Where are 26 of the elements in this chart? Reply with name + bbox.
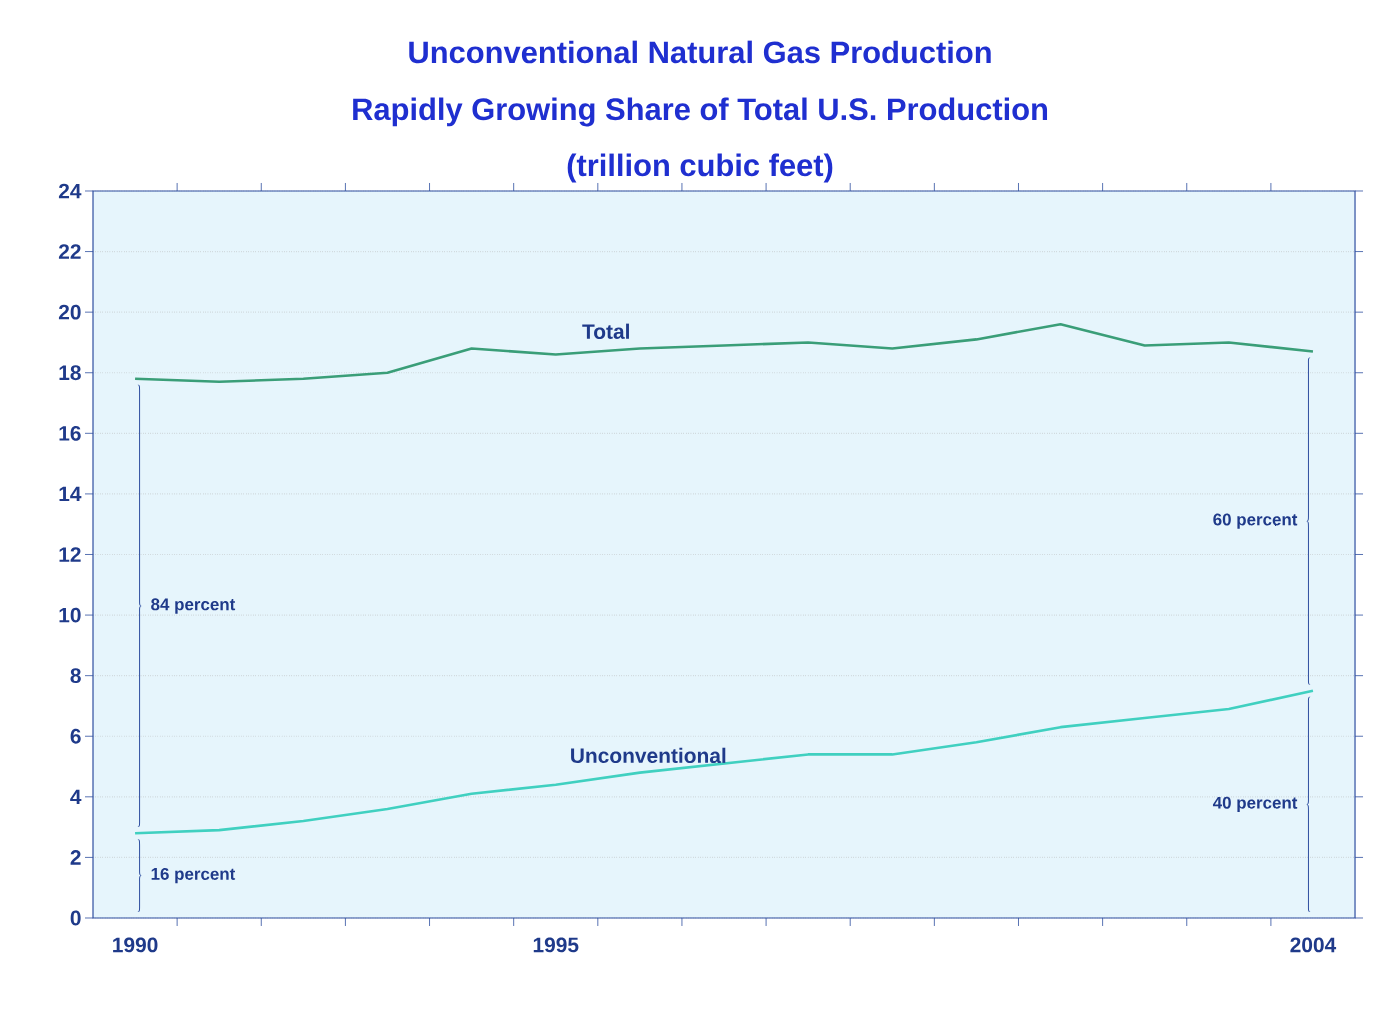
- chart-subtitle: Rapidly Growing Share of Total U.S. Production: [353, 97, 1048, 127]
- chart-title: Unconventional Natural Gas Production: [409, 40, 991, 64]
- annotation: 84 percent: [151, 598, 236, 614]
- y-tick-label: 24: [58, 183, 82, 199]
- y-tick-label: 18: [59, 365, 81, 381]
- y-tick-label: 20: [58, 304, 81, 320]
- y-tick-label: 10: [59, 607, 81, 623]
- x-tick-label: 2004: [1290, 937, 1337, 953]
- y-tick-label: 4: [70, 789, 82, 805]
- y-tick-label: 2: [70, 850, 81, 865]
- annotation: 40 percent: [1212, 796, 1298, 813]
- x-tick-label: 1990: [113, 937, 158, 953]
- annotation: 16 percent: [151, 867, 236, 884]
- annotation: 60 percent: [1213, 513, 1298, 529]
- series-label: Total: [582, 323, 629, 339]
- series-label: Unconventional: [571, 747, 726, 764]
- y-tick-label: 8: [70, 668, 81, 684]
- y-tick-label: 14: [59, 486, 82, 502]
- y-tick-label: 16: [59, 425, 81, 441]
- line-series: [133, 322, 1315, 384]
- y-tick-label: 12: [59, 547, 81, 562]
- x-tick-label: 1995: [533, 937, 579, 953]
- y-tick-label: 6: [70, 728, 81, 744]
- y-tick-label: 22: [58, 244, 81, 259]
- y-axis-title: (trillion cubic feet): [567, 153, 833, 183]
- y-tick-label: 0: [70, 910, 81, 926]
